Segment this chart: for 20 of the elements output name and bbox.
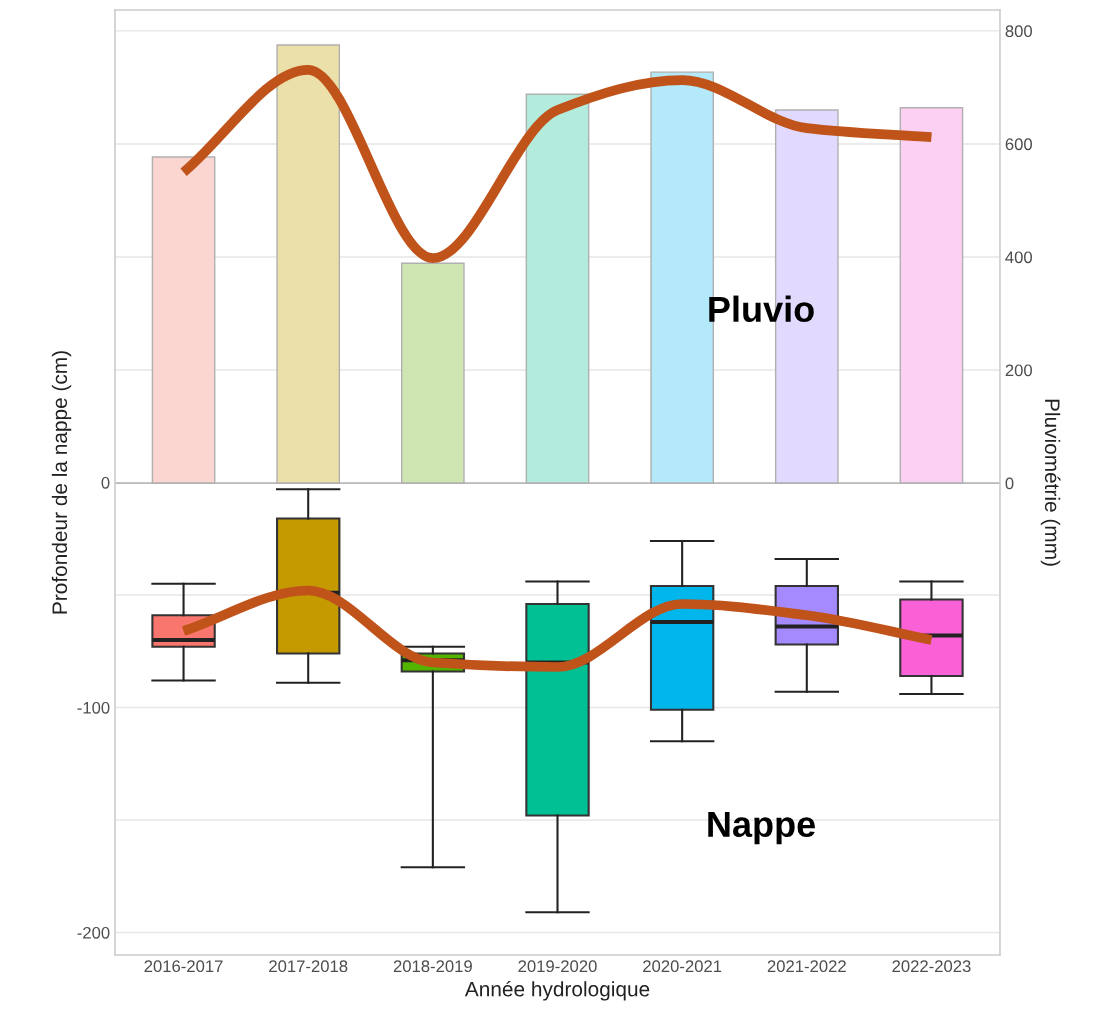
y2-tick-label: 600 bbox=[1005, 138, 1033, 151]
x-tick-label: 2020-2021 bbox=[643, 960, 722, 973]
y-tick-label: -100 bbox=[77, 701, 110, 714]
x-tick-label: 2022-2023 bbox=[892, 960, 971, 973]
x-tick-label: 2019-2020 bbox=[518, 960, 597, 973]
x-axis-title: Année hydrologique bbox=[464, 980, 650, 1001]
y-axis-title: Profondeur de la nappe (cm) bbox=[51, 351, 72, 614]
annotation: Nappe bbox=[708, 811, 815, 845]
y-tick-label: -200 bbox=[77, 926, 110, 939]
x-tick-label: 2016-2017 bbox=[144, 960, 223, 973]
y-tick-label: 0 bbox=[101, 476, 110, 489]
x-tick-label: 2021-2022 bbox=[767, 960, 846, 973]
y2-tick-label: 800 bbox=[1005, 25, 1033, 38]
y2-tick-label: 200 bbox=[1005, 364, 1033, 377]
y2-tick-label: 0 bbox=[1005, 477, 1014, 490]
y2-tick-label: 400 bbox=[1005, 251, 1033, 264]
x-tick-label: 2017-2018 bbox=[269, 960, 348, 973]
annotation: Pluvio bbox=[709, 295, 814, 323]
y2-axis-title: Pluviométrie (mm) bbox=[1040, 399, 1061, 566]
x-tick-label: 2018-2019 bbox=[393, 960, 472, 973]
